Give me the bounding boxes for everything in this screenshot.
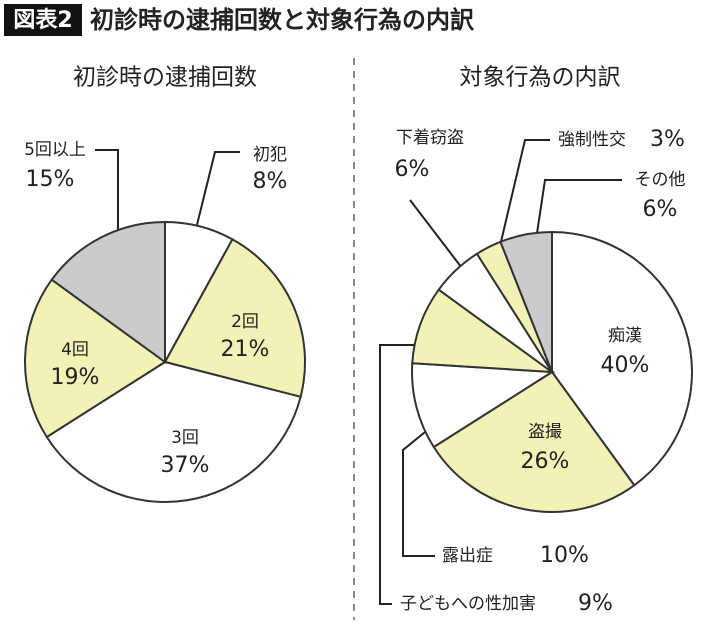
slice-label: 子どもへの性加害 xyxy=(400,594,536,614)
slice-value-label: 6% xyxy=(395,157,430,182)
slice-label: 5回以上 xyxy=(24,140,86,160)
slice-label: 露出症 xyxy=(442,546,493,566)
pie-slice xyxy=(411,288,556,374)
pie-slice xyxy=(551,230,693,487)
slice-label: 盗撮 xyxy=(528,422,562,442)
leader-line xyxy=(535,179,622,241)
slice-value-label: 37% xyxy=(161,453,210,478)
slice-value-label: 26% xyxy=(521,449,570,474)
leader-line xyxy=(402,427,435,557)
pie-slice xyxy=(499,230,553,373)
slice-value-label: 40% xyxy=(601,353,650,378)
leader-line xyxy=(409,199,466,273)
slice-value-label: 9% xyxy=(578,591,613,616)
slice-value-label: 6% xyxy=(643,197,678,222)
pie-slice xyxy=(24,278,167,439)
slice-label: 4回 xyxy=(61,340,89,360)
leader-line xyxy=(379,344,415,605)
leader-line xyxy=(191,151,240,246)
slice-value-label: 3% xyxy=(650,127,685,152)
slice-label: 初犯 xyxy=(253,145,287,165)
chart-title: 初診時の逮捕回数 xyxy=(73,65,257,91)
slice-value-label: 19% xyxy=(51,365,100,390)
pie-slice xyxy=(50,220,166,364)
slice-label: その他 xyxy=(635,170,686,190)
pie-slice xyxy=(163,237,306,399)
slice-label: 痴漢 xyxy=(608,326,642,346)
header-label: 図表2 xyxy=(13,8,72,33)
pie-slice xyxy=(432,370,636,513)
slice-value-label: 15% xyxy=(26,167,75,192)
leader-line xyxy=(499,139,550,247)
chart-title: 対象行為の内訳 xyxy=(460,65,621,91)
slice-label: 3回 xyxy=(171,428,199,448)
slice-label: 下着窃盗 xyxy=(396,128,464,148)
slice-value-label: 21% xyxy=(221,337,270,362)
header-badge xyxy=(4,4,82,36)
slice-label: 2回 xyxy=(231,312,259,332)
pie-slice xyxy=(411,362,556,449)
slice-value-label: 10% xyxy=(540,543,589,568)
header-title: 初診時の逮捕回数と対象行為の内訳 xyxy=(90,6,475,34)
slice-value-label: 8% xyxy=(253,169,288,194)
leader-line xyxy=(95,149,119,262)
slice-label: 強制性交 xyxy=(558,130,626,150)
